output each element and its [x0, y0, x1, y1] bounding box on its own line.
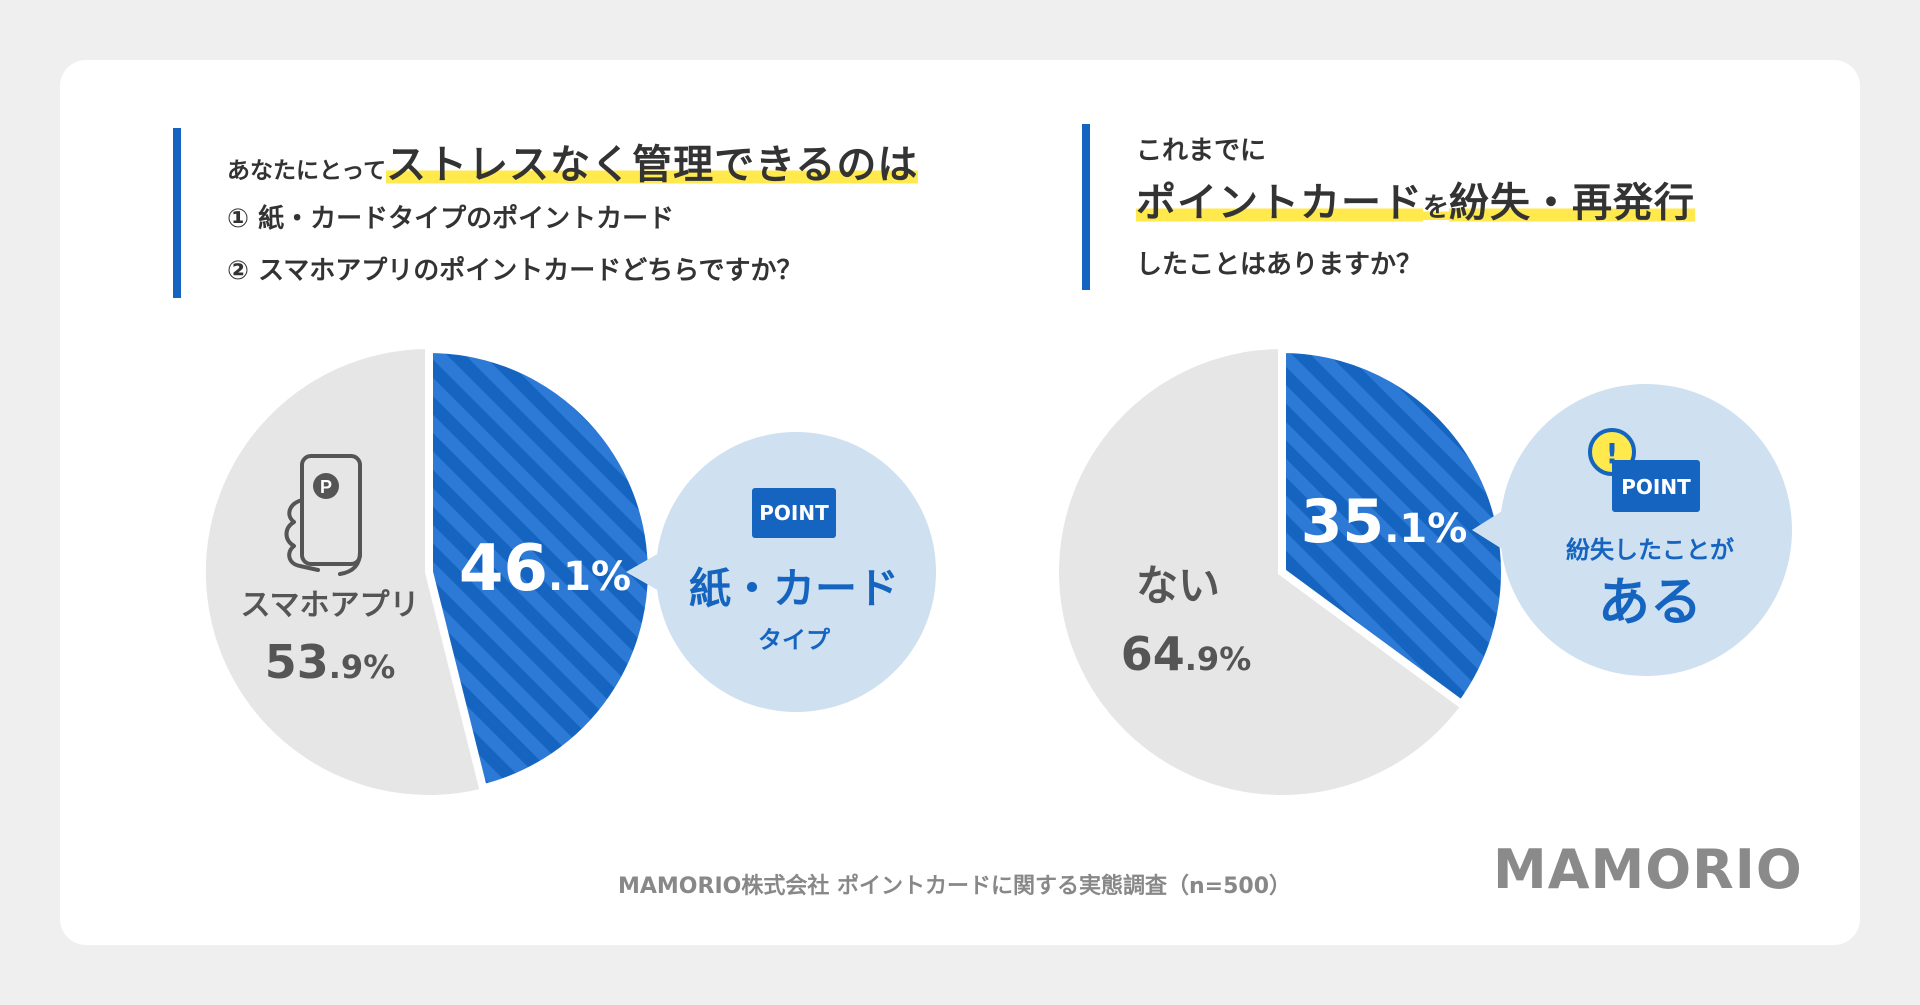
callout-bubble-1	[656, 432, 936, 712]
slice-app-pct-int: 53	[265, 635, 329, 689]
question-2-particle: を	[1423, 193, 1450, 223]
svg-text:P: P	[320, 477, 332, 497]
slice-paper-pct-dec: .1%	[548, 554, 631, 600]
question-2-line-2: ポイントカードを紛失・再発行	[1136, 170, 1696, 228]
callout-1-title: 紙・カード	[689, 564, 899, 613]
pie-chart-2: ! POINT 紛失したことが ある ない 64.9% 35.1%	[1059, 344, 1792, 795]
question-1-prefix: あなたにとって	[227, 158, 387, 184]
mamorio-logo: MAMORIO	[1493, 838, 1803, 901]
question-1-line-1: あなたにとってストレスなく管理できるのは	[227, 132, 919, 190]
callout-1-subtitle: タイプ	[758, 626, 831, 654]
question-2-line-3: したことはありますか？	[1136, 250, 1423, 280]
question-2-highlight-b: 紛失・再発行	[1449, 180, 1696, 226]
question-1-highlight: ストレスなく管理できるのは	[386, 142, 919, 188]
question-1-line-3: ② スマホアプリのポイントカードどちらですか？	[227, 256, 803, 286]
callout-bubble-2	[1500, 384, 1792, 676]
pie-slice-yes	[1278, 344, 1509, 710]
callout-2-subtitle: ある	[1598, 573, 1702, 633]
question-1-bar	[173, 128, 181, 298]
source-note: MAMORIO株式会社 ポイントカードに関する実態調査（n=500）	[618, 874, 1292, 899]
point-badge-1	[752, 488, 836, 538]
question-2-line-1: これまでに	[1136, 136, 1267, 166]
slice-yes-pct-dec: .1%	[1384, 506, 1467, 552]
slice-no-pct-int: 64	[1121, 627, 1185, 681]
slice-paper-value: 46.1%	[459, 532, 631, 606]
slice-app-value: 53.9%	[265, 635, 396, 689]
slice-yes-value: 35.1%	[1301, 487, 1468, 557]
slice-paper-pct-int: 46	[459, 532, 548, 606]
slice-no-pct-dec: .9%	[1185, 640, 1251, 678]
question-2-bar	[1082, 124, 1090, 290]
pie-slice-no	[1059, 349, 1462, 795]
pie-chart-1: POINT 紙・カード タイプ P スマホアプリ 53.9% 46.1%	[205, 344, 936, 795]
slice-yes-pct-int: 35	[1301, 487, 1385, 557]
smartphone-icon: P	[284, 454, 362, 576]
pie-slice-paper	[425, 344, 656, 794]
slice-no-value: 64.9%	[1121, 627, 1252, 681]
point-badge-2-text: POINT	[1621, 475, 1691, 499]
slice-app-name: スマホアプリ	[240, 588, 419, 623]
slice-app-pct-dec: .9%	[329, 648, 395, 686]
slice-no-name: ない	[1136, 561, 1220, 610]
point-badge-1-text: POINT	[759, 501, 829, 525]
point-badge-2	[1612, 460, 1700, 512]
question-2-highlight-a: ポイントカード	[1136, 180, 1423, 226]
question-1-line-2: ① 紙・カードタイプのポイントカード	[227, 204, 675, 234]
callout-2-title: 紛失したことが	[1566, 536, 1734, 564]
